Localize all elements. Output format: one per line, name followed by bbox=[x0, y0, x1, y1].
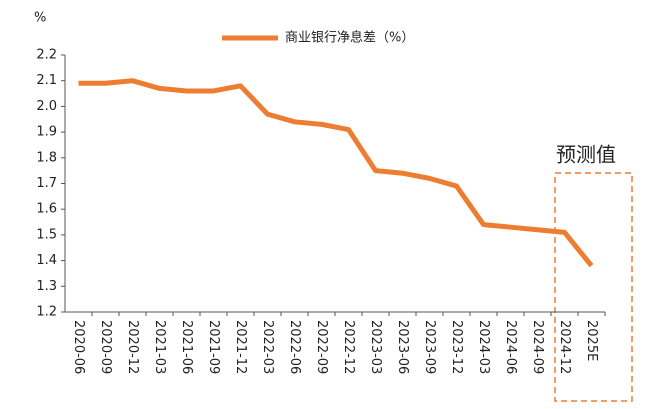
x-tick-label: 2024-03 bbox=[476, 320, 491, 374]
x-tick-label: 2022-06 bbox=[287, 320, 302, 374]
x-tick-label: 2020-09 bbox=[98, 320, 113, 374]
x-tick-label: 2021-09 bbox=[206, 320, 221, 374]
y-tick-label: 2.1 bbox=[36, 73, 57, 88]
y-axis-label: % bbox=[34, 11, 46, 26]
x-tick-label: 2021-06 bbox=[179, 320, 194, 374]
x-tick-label: 2025E bbox=[584, 320, 599, 361]
y-tick-label: 2.0 bbox=[36, 99, 57, 114]
series-line bbox=[78, 78, 594, 268]
legend-label: 商业银行净息差（%） bbox=[285, 30, 414, 46]
forecast-box bbox=[554, 172, 633, 402]
y-tick-label: 1.8 bbox=[36, 150, 57, 165]
annotation: 预测值 bbox=[556, 143, 616, 167]
y-tick-label: 1.3 bbox=[36, 279, 57, 294]
x-tick-label: 2023-06 bbox=[395, 320, 410, 374]
y-tick-label: 1.5 bbox=[36, 227, 57, 242]
y-tick-label: 2.2 bbox=[36, 48, 57, 63]
x-tick-label: 2024-06 bbox=[503, 320, 518, 374]
x-tick-label: 2023-12 bbox=[449, 320, 464, 374]
y-tick-label: 1.6 bbox=[36, 202, 57, 217]
y-tick-label: 1.7 bbox=[36, 176, 57, 191]
y-tick-label: 1.4 bbox=[36, 253, 57, 268]
x-tick-label: 2022-12 bbox=[341, 320, 356, 374]
x-tick-label: 2021-03 bbox=[152, 320, 167, 374]
x-tick-label: 2023-09 bbox=[422, 320, 437, 374]
y-tick-label: 1.9 bbox=[36, 125, 57, 140]
x-tick-label: 2021-12 bbox=[233, 320, 248, 374]
y-tick-label: 1.2 bbox=[36, 305, 57, 320]
x-tick-label: 2024-09 bbox=[530, 320, 545, 374]
x-tick-label: 2023-03 bbox=[368, 320, 383, 374]
x-tick-label: 2022-09 bbox=[314, 320, 329, 374]
x-tick-label: 2020-12 bbox=[125, 320, 140, 374]
x-tick-label: 2020-06 bbox=[71, 320, 86, 374]
x-tick-label: 2024-12 bbox=[557, 320, 572, 374]
x-tick-label: 2022-03 bbox=[260, 320, 275, 374]
